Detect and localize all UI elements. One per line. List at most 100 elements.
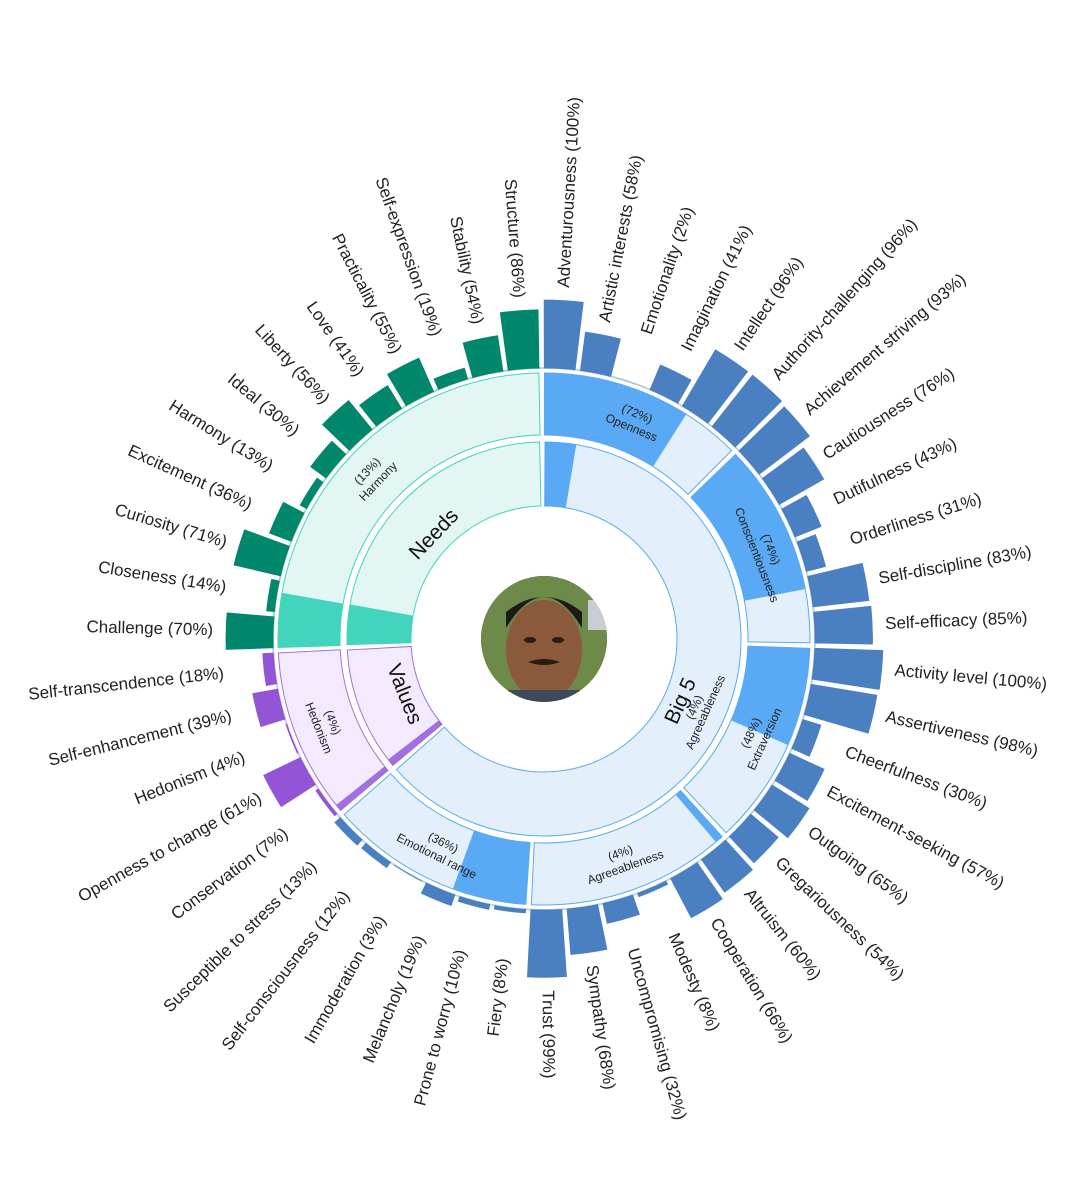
facet-bar-prone-to-worry[interactable] xyxy=(456,894,492,912)
facet-baseline xyxy=(679,403,711,426)
category-segment-values[interactable] xyxy=(346,645,443,767)
trait-ring: Openness(72%)Conscientiousness(74%)Extra… xyxy=(277,372,811,906)
category-segment-big-5[interactable] xyxy=(395,441,742,837)
facet-bar-self-efficacy[interactable] xyxy=(811,604,875,646)
facet-label-love: Love (41%) xyxy=(303,298,368,380)
facet-bar-self-enhancement[interactable] xyxy=(250,687,288,729)
facet-bar-hedonism[interactable] xyxy=(283,722,301,756)
facet-baseline xyxy=(634,878,669,896)
facet-baseline xyxy=(698,837,729,862)
facet-baseline xyxy=(323,451,349,481)
facet-bar-imagination[interactable] xyxy=(647,362,694,406)
facet-label-assertiveness: Assertiveness (98%) xyxy=(884,707,1040,760)
facet-label-gregariousness: Gregariousness (54%) xyxy=(772,853,908,984)
facet-baseline xyxy=(403,389,437,408)
facet-bar-authority-challenging[interactable] xyxy=(709,372,784,450)
trait-fill-emotional-range xyxy=(452,830,531,905)
facet-bar-cooperation[interactable] xyxy=(668,860,725,920)
facet-bar-challenge[interactable] xyxy=(224,611,276,652)
trait-segment-agreeableness[interactable] xyxy=(530,789,723,906)
facet-bar-structure[interactable] xyxy=(498,308,541,373)
facet-bar-self-expression[interactable] xyxy=(431,366,470,392)
facet-baseline xyxy=(726,811,754,840)
facet-baseline xyxy=(812,609,816,646)
facet-bar-cautiousness[interactable] xyxy=(760,445,826,507)
facet-bar-uncompromising[interactable] xyxy=(600,893,642,926)
facet-bar-assertiveness[interactable] xyxy=(802,682,879,736)
facet-bar-emotionality[interactable] xyxy=(613,376,648,390)
trait-segment-hedonism[interactable] xyxy=(277,649,389,812)
facet-bar-dutifulness[interactable] xyxy=(779,493,824,540)
facet-baseline xyxy=(779,506,797,540)
facet-bar-orderliness[interactable] xyxy=(794,532,828,574)
facet-baseline xyxy=(751,782,775,813)
facet-baseline xyxy=(806,573,815,610)
facet-baseline xyxy=(423,881,458,897)
facet-label-artistic-interests: Artistic interests (58%) xyxy=(595,153,646,324)
facet-label-curiosity: Curiosity (71%) xyxy=(113,500,230,552)
facet-baseline xyxy=(272,614,276,651)
facet-bar-closeness[interactable] xyxy=(264,577,282,614)
facet-baseline xyxy=(298,754,318,788)
facet-bar-excitement-seeking[interactable] xyxy=(772,751,827,803)
facet-bar-outgoing[interactable] xyxy=(751,782,812,840)
facet-bar-harmony[interactable] xyxy=(298,475,326,511)
facet-label-fiery: Fiery (8%) xyxy=(484,957,513,1037)
facet-bar-stability[interactable] xyxy=(461,333,505,380)
facet-bar-ideal[interactable] xyxy=(308,438,349,481)
facet-label-susceptible-to-stress: Susceptible to stress (13%) xyxy=(160,857,321,1016)
facet-bar-practicality[interactable] xyxy=(385,356,436,408)
facet-baseline xyxy=(346,427,375,453)
facet-label-modesty: Modesty (8%) xyxy=(665,930,724,1034)
facet-baseline xyxy=(541,367,578,372)
facet-bar-melancholy[interactable] xyxy=(419,880,457,908)
facet-bar-activity-level[interactable] xyxy=(810,646,885,692)
facet-baseline xyxy=(736,448,762,477)
facet-baseline xyxy=(577,369,614,378)
facet-bar-self-transcendence[interactable] xyxy=(261,651,279,688)
facet-bar-openness-to-change[interactable] xyxy=(261,755,318,809)
facet-bar-excitement[interactable] xyxy=(267,500,307,544)
facet-label-activity-level: Activity level (100%) xyxy=(894,661,1048,694)
facet-bar-susceptible-to-stress[interactable] xyxy=(332,815,365,848)
facet-label-stability: Stability (54%) xyxy=(446,215,487,326)
trait-fill-agreeableness xyxy=(675,790,723,843)
facet-baseline xyxy=(492,904,529,911)
facet-bar-adventurousness[interactable] xyxy=(542,298,585,372)
facet-bar-achievement-striving[interactable] xyxy=(736,404,812,477)
facet-baseline xyxy=(789,716,805,752)
facet-baseline xyxy=(284,721,301,756)
facet-bar-self-consciousness[interactable] xyxy=(359,841,393,870)
facet-bar-love[interactable] xyxy=(357,383,404,429)
facet-bar-modesty[interactable] xyxy=(635,878,670,899)
category-fill-values xyxy=(388,720,442,766)
category-segment-needs[interactable] xyxy=(346,441,542,646)
facet-label-trust: Trust (99%) xyxy=(539,990,559,1078)
facet-label-ideal: Ideal (30%) xyxy=(224,370,303,440)
facet-label-challenge: Challenge (70%) xyxy=(86,617,213,639)
facet-bar-fiery[interactable] xyxy=(492,903,528,915)
facet-bar-curiosity[interactable] xyxy=(232,527,292,578)
facet-bar-liberty[interactable] xyxy=(320,398,375,453)
facet-bar-cheerfulness[interactable] xyxy=(789,717,823,759)
facet-baseline xyxy=(667,860,700,881)
facet-bar-self-discipline[interactable] xyxy=(805,561,871,609)
facet-baseline xyxy=(337,815,365,843)
facet-bar-sympathy[interactable] xyxy=(565,902,609,957)
facet-bar-gregariousness[interactable] xyxy=(727,811,781,866)
facet-bar-intellect[interactable] xyxy=(680,347,750,426)
facet-baseline xyxy=(759,475,782,508)
trait-fill-hedonism xyxy=(336,766,388,811)
facet-baseline xyxy=(709,424,738,450)
facet-label-achievement-striving: Achievement striving (93%) xyxy=(800,270,969,419)
facet-baseline xyxy=(363,840,394,865)
facet-bar-trust[interactable] xyxy=(525,907,569,979)
category-fill-needs xyxy=(347,604,414,645)
facet-bar-altruism[interactable] xyxy=(699,837,755,895)
facet-bar-artistic-interests[interactable] xyxy=(578,330,623,379)
facet-bar-immoderation[interactable] xyxy=(392,863,424,883)
facet-bar-conservation[interactable] xyxy=(313,786,340,818)
trait-segment-harmony[interactable] xyxy=(277,372,541,648)
facet-label-self-consciousness: Self-consciousness (12%) xyxy=(218,887,353,1054)
